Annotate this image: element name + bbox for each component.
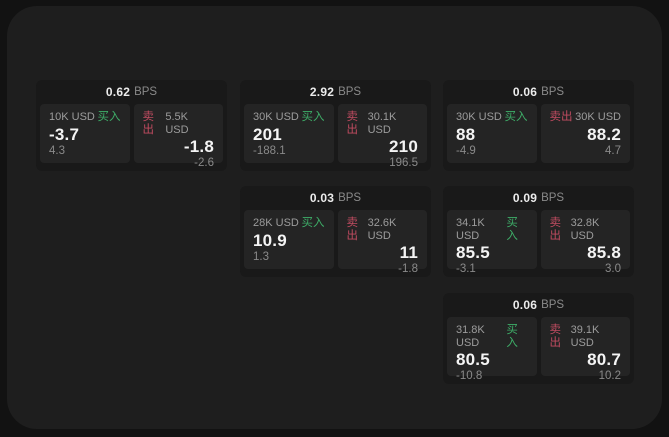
sell-quote-panel[interactable]: 卖出 39.1K USD 80.7 10.2 (540, 317, 630, 382)
buy-delta: -3.1 (456, 263, 476, 275)
sell-price: 88.2 (587, 124, 621, 144)
sell-amount: 39.1K USD (570, 324, 600, 349)
spread-header: 0.03 BPS (240, 186, 431, 210)
buy-price: -3.7 (49, 124, 80, 144)
buy-side-label: 买入 (506, 217, 518, 242)
buy-delta: -188.1 (253, 145, 286, 157)
buy-side-label: 买入 (506, 324, 518, 349)
spread-unit: BPS (338, 86, 362, 98)
sell-quote-panel[interactable]: 卖出 32.6K USD 11 -1.8 (337, 210, 427, 275)
sell-price: 80.7 (587, 350, 621, 369)
quote-body: 28K USD 买入 10.9 1.3 卖出 32.6K USD 11 -1.8 (240, 210, 431, 275)
sell-side-label: 卖出 (346, 217, 359, 242)
sell-delta: 3.0 (605, 263, 621, 275)
sell-price: 11 (399, 243, 418, 262)
spread-unit: BPS (134, 86, 158, 98)
buy-amount: 28K USD (253, 217, 299, 229)
spread-value: 0.09 (512, 191, 538, 205)
sell-delta: -2.6 (194, 157, 214, 169)
quote-body: 30K USD 买入 88 -4.9 卖出 30K USD 88.2 4.7 (443, 104, 634, 167)
spread-value: 0.62 (105, 85, 131, 99)
buy-delta: 4.3 (49, 145, 65, 157)
spread-header: 0.06 BPS (443, 80, 634, 104)
buy-quote-panel[interactable]: 30K USD 买入 88 -4.9 (447, 104, 537, 163)
sell-delta: -1.8 (398, 263, 418, 275)
buy-quote-panel[interactable]: 31.8K USD 买入 80.5 -10.8 (447, 317, 537, 382)
sell-side-label: 卖出 (142, 111, 155, 136)
buy-amount: 30K USD (456, 111, 502, 123)
sell-delta: 10.2 (598, 370, 621, 382)
buy-side-label: 买入 (504, 111, 528, 123)
buy-delta: 1.3 (253, 251, 269, 263)
sell-price: 85.8 (587, 243, 621, 262)
sell-quote-panel[interactable]: 卖出 32.8K USD 85.8 3.0 (540, 210, 630, 275)
buy-side-label: 买入 (301, 217, 325, 229)
sell-delta: 196.5 (389, 157, 418, 169)
sell-side-label: 卖出 (549, 111, 573, 123)
buy-quote-panel[interactable]: 34.1K USD 买入 85.5 -3.1 (447, 210, 537, 275)
quote-body: 10K USD 买入 -3.7 4.3 卖出 5.5K USD -1.8 -2.… (36, 104, 227, 169)
spread-header: 0.06 BPS (443, 293, 634, 317)
buy-quote-panel[interactable]: 30K USD 买入 201 -188.1 (244, 104, 334, 163)
sell-price: -1.8 (183, 137, 214, 156)
sell-amount: 30K USD (575, 111, 621, 123)
sell-delta: 4.7 (605, 145, 621, 157)
sell-amount: 5.5K USD (165, 111, 189, 136)
spread-unit: BPS (541, 86, 565, 98)
buy-quote-panel[interactable]: 28K USD 买入 10.9 1.3 (244, 210, 334, 269)
buy-amount: 10K USD (49, 111, 95, 123)
sell-side-label: 卖出 (549, 217, 562, 242)
quote-card: 0.06 BPS 31.8K USD 买入 80.5 -10.8 卖出 39.1… (443, 293, 634, 384)
buy-price: 80.5 (456, 350, 490, 369)
quote-body: 34.1K USD 买入 85.5 -3.1 卖出 32.8K USD 85.8… (443, 210, 634, 275)
sell-quote-panel[interactable]: 卖出 5.5K USD -1.8 -2.6 (133, 104, 223, 169)
buy-delta: -10.8 (456, 370, 483, 382)
quote-card: 0.06 BPS 30K USD 买入 88 -4.9 卖出 30K USD 8… (443, 80, 634, 171)
sell-amount: 30.1K USD (367, 111, 397, 136)
spread-value: 2.92 (309, 85, 335, 99)
buy-amount: 30K USD (253, 111, 299, 123)
sell-amount: 32.8K USD (570, 217, 600, 242)
buy-quote-panel[interactable]: 10K USD 买入 -3.7 4.3 (40, 104, 130, 163)
sell-side-label: 卖出 (549, 324, 562, 349)
buy-amount: 34.1K USD (456, 217, 485, 242)
spread-unit: BPS (338, 192, 362, 204)
sell-side-label: 卖出 (346, 111, 359, 136)
spread-header: 2.92 BPS (240, 80, 431, 104)
quote-card: 0.03 BPS 28K USD 买入 10.9 1.3 卖出 32.6K US… (240, 186, 431, 277)
quote-card: 0.09 BPS 34.1K USD 买入 85.5 -3.1 卖出 32.8K… (443, 186, 634, 277)
sell-price: 210 (389, 137, 418, 156)
quote-body: 30K USD 买入 201 -188.1 卖出 30.1K USD 210 1… (240, 104, 431, 169)
buy-price: 88 (456, 124, 476, 144)
spread-value: 0.06 (512, 85, 538, 99)
buy-price: 201 (253, 124, 282, 144)
sell-quote-panel[interactable]: 卖出 30K USD 88.2 4.7 (540, 104, 630, 163)
buy-amount: 31.8K USD (456, 324, 485, 349)
buy-price: 10.9 (253, 230, 287, 250)
spread-unit: BPS (541, 299, 565, 311)
spread-value: 0.06 (512, 298, 538, 312)
buy-side-label: 买入 (301, 111, 325, 123)
spread-unit: BPS (541, 192, 565, 204)
spread-value: 0.03 (309, 191, 335, 205)
sell-quote-panel[interactable]: 卖出 30.1K USD 210 196.5 (337, 104, 427, 169)
quote-card: 2.92 BPS 30K USD 买入 201 -188.1 卖出 30.1K … (240, 80, 431, 171)
quote-body: 31.8K USD 买入 80.5 -10.8 卖出 39.1K USD 80.… (443, 317, 634, 382)
spread-header: 0.62 BPS (36, 80, 227, 104)
buy-side-label: 买入 (97, 111, 121, 123)
quote-card: 0.62 BPS 10K USD 买入 -3.7 4.3 卖出 5.5K USD… (36, 80, 227, 171)
sell-amount: 32.6K USD (367, 217, 397, 242)
buy-delta: -4.9 (456, 145, 476, 157)
buy-price: 85.5 (456, 243, 490, 262)
spread-header: 0.09 BPS (443, 186, 634, 210)
